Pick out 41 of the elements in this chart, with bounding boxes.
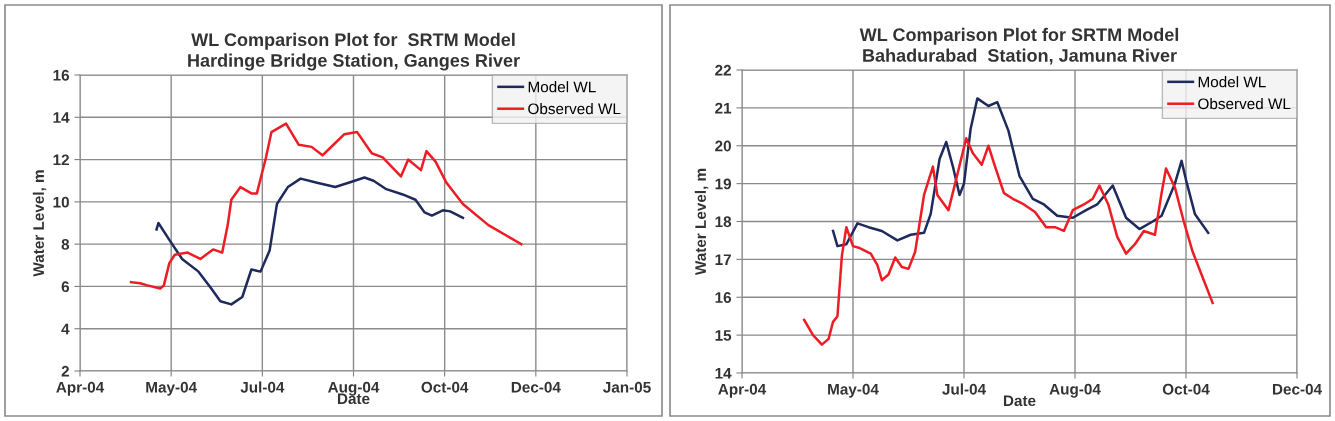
x-tick-label: Oct-04 <box>421 381 469 393</box>
x-tick-label: Apr-04 <box>56 381 105 396</box>
y-tick-label: 15 <box>715 330 732 341</box>
chart-title: WL Comparison Plot for SRTM Model Hardinge Bridge Station, Ganges River <box>188 32 520 71</box>
y-tick-label: 2 <box>61 365 69 377</box>
y-tick-label: 20 <box>715 140 731 152</box>
x-tick-label: Apr-04 <box>718 383 767 398</box>
y-tick-label: 12 <box>53 154 69 166</box>
y-tick-label: 22 <box>715 64 731 76</box>
y-tick-label: 8 <box>61 239 70 250</box>
legend-label: Observed WL <box>528 102 621 115</box>
y-tick-label: 14 <box>715 368 732 379</box>
x-tick-label: Jan-05 <box>603 381 651 393</box>
x-tick-label: Aug-04 <box>1049 383 1101 398</box>
y-tick-label: 10 <box>53 196 69 208</box>
y-tick-label: 16 <box>715 292 732 303</box>
y-tick-label: 4 <box>61 323 70 335</box>
line-series <box>802 136 1214 346</box>
y-tick-label: 17 <box>715 254 731 265</box>
y-axis-title: Water Level, m <box>694 168 709 276</box>
x-tick-label: Jul-04 <box>240 381 285 393</box>
y-axis-title: Water Level, m <box>32 170 47 277</box>
x-tick-label: May-04 <box>146 381 197 396</box>
y-tick-label: 19 <box>715 178 732 190</box>
x-tick-label: Jul-04 <box>942 383 986 395</box>
legend-label: Model WL <box>528 81 596 93</box>
y-tick-label: 14 <box>53 112 70 123</box>
line-series <box>155 176 465 306</box>
y-tick-label: 18 <box>715 216 732 228</box>
x-tick-label: Dec-04 <box>1272 383 1322 395</box>
x-tick-label: Dec-04 <box>511 381 561 393</box>
y-tick-label: 21 <box>715 102 732 114</box>
x-tick-label: May-04 <box>828 383 879 398</box>
legend-label: Observed WL <box>1198 97 1291 110</box>
y-tick-label: 6 <box>61 281 70 293</box>
chart-title: WL Comparison Plot for SRTM Model Bahadurabad Station, Jamuna River <box>859 27 1179 65</box>
y-tick-label: 16 <box>53 69 70 81</box>
line-series <box>129 122 523 290</box>
x-axis-title: Date <box>1003 395 1036 407</box>
legend-label: Model WL <box>1198 76 1266 88</box>
x-tick-label: Oct-04 <box>1162 383 1210 395</box>
